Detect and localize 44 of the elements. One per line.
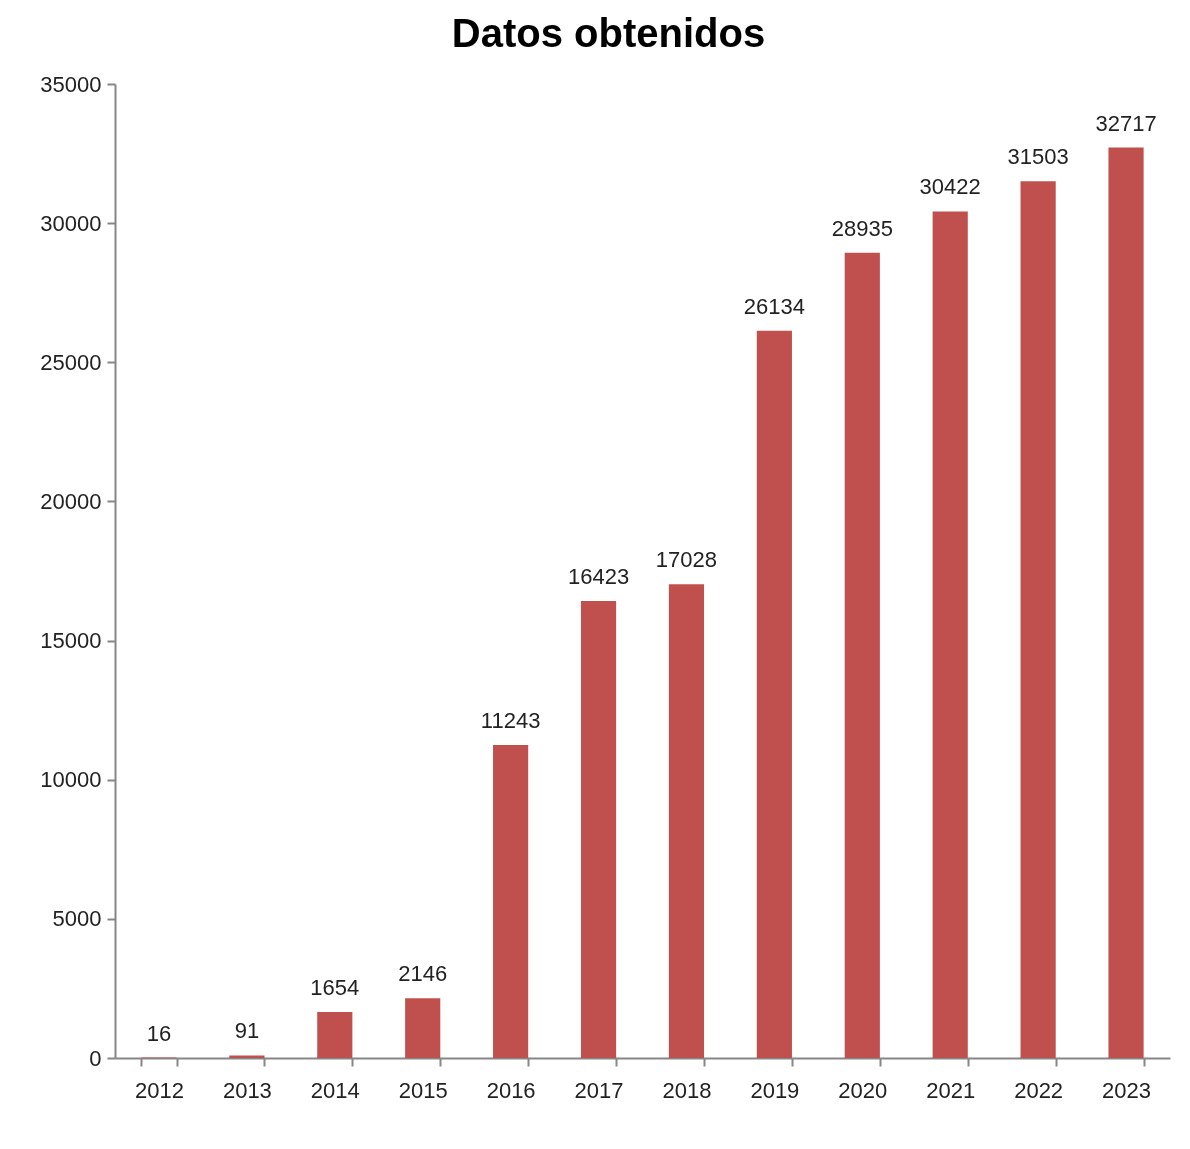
y-tick-label: 15000: [40, 628, 102, 654]
x-tick-label: 2014: [310, 1077, 360, 1103]
data-label: 16423: [567, 563, 630, 589]
x-tick-label: 2023: [1102, 1077, 1152, 1103]
bar: [1020, 181, 1056, 1058]
data-label: 32717: [1095, 110, 1157, 136]
data-label: 28935: [831, 215, 893, 241]
data-label: 31503: [1007, 144, 1069, 170]
bar: [1108, 147, 1144, 1058]
data-label: 26134: [743, 293, 805, 319]
data-label: 11243: [480, 708, 541, 734]
x-tick-label: 2012: [134, 1077, 184, 1103]
data-label: 16: [146, 1020, 172, 1046]
x-tick-label: 2018: [662, 1077, 712, 1103]
y-tick-label: 25000: [40, 349, 102, 375]
data-label: 17028: [655, 547, 718, 573]
x-tick-label: 2016: [486, 1077, 536, 1103]
bar: [317, 1011, 353, 1058]
y-tick-label: 35000: [40, 71, 102, 97]
chart-title: Datos obtenidos: [451, 11, 766, 55]
bar: [405, 998, 441, 1058]
y-tick-label: 0: [89, 1045, 102, 1071]
bar: [756, 330, 792, 1058]
y-tick-label: 30000: [40, 210, 102, 236]
x-tick-label: 2020: [838, 1077, 888, 1103]
x-tick-label: 2013: [222, 1077, 272, 1103]
data-label: 91: [234, 1018, 260, 1044]
x-tick-label: 2017: [574, 1077, 624, 1103]
data-label: 30422: [919, 174, 981, 200]
x-tick-label: 2021: [926, 1077, 976, 1103]
bar: [493, 745, 529, 1058]
x-tick-label: 2019: [750, 1077, 800, 1103]
y-tick-label: 5000: [52, 906, 102, 932]
data-label: 1654: [310, 974, 360, 1000]
y-tick-label: 20000: [40, 488, 102, 514]
bar: [229, 1055, 265, 1058]
y-tick-label: 10000: [40, 767, 102, 793]
bar: [580, 600, 617, 1058]
bar: [932, 211, 968, 1058]
bar: [668, 584, 705, 1058]
data-label: 2146: [398, 961, 448, 987]
bar: [844, 252, 880, 1058]
x-tick-label: 2015: [398, 1077, 448, 1103]
x-tick-label: 2022: [1014, 1077, 1064, 1103]
